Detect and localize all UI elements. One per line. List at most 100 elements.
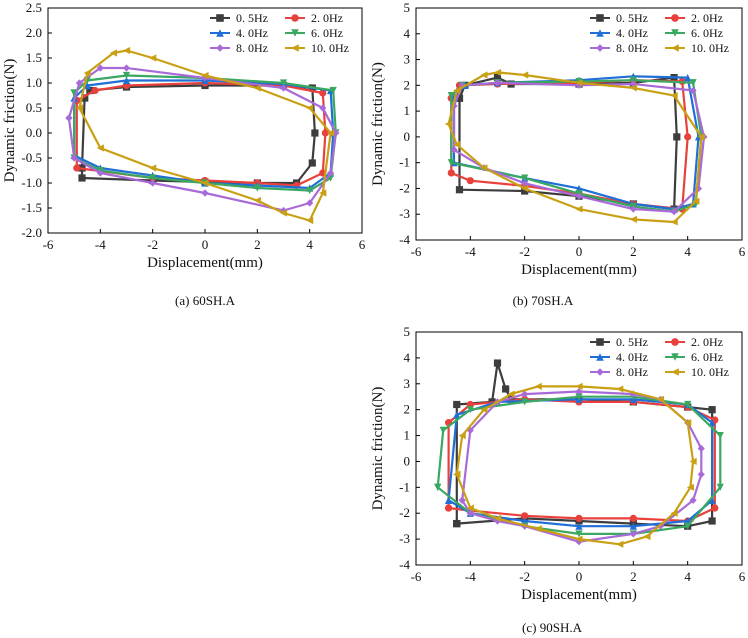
x-axis-label: Displacement(mm) — [521, 587, 637, 603]
y-tick-label: -1 — [399, 479, 410, 494]
data-point — [306, 104, 314, 112]
legend-label: 2. 0Hz — [691, 11, 723, 25]
data-point — [78, 174, 86, 182]
data-point — [455, 186, 464, 194]
data-point — [575, 535, 583, 543]
legend-label: 6. 0Hz — [691, 350, 723, 364]
data-point — [697, 133, 705, 141]
x-axis-label: Displacement(mm) — [521, 262, 637, 278]
data-point — [73, 164, 81, 172]
y-tick-label: -0.5 — [21, 150, 42, 165]
data-point — [575, 393, 583, 401]
y-tick-label: 4 — [404, 26, 411, 41]
data-point — [493, 359, 502, 367]
legend-label: 0. 5Hz — [616, 335, 648, 349]
data-point — [480, 71, 488, 79]
series-line-0 — [80, 84, 316, 185]
data-point — [70, 154, 78, 162]
data-point — [445, 496, 453, 504]
y-tick-label: -3 — [399, 531, 410, 546]
data-point — [684, 133, 692, 141]
data-point — [534, 525, 542, 533]
legend-label: 2. 0Hz — [311, 11, 343, 25]
x-tick-label: 6 — [739, 244, 746, 259]
data-point — [575, 522, 583, 530]
data-point — [575, 530, 583, 538]
series-line-4 — [461, 390, 703, 543]
data-point — [122, 71, 131, 80]
data-point — [201, 189, 209, 197]
data-point — [453, 86, 461, 95]
data-point — [327, 129, 335, 137]
data-point — [697, 470, 705, 478]
x-tick-label: 6 — [739, 569, 746, 584]
series-line-2 — [447, 398, 714, 528]
legend-label: 10. 0Hz — [311, 41, 349, 55]
data-point — [521, 184, 529, 193]
data-point — [673, 133, 681, 141]
y-tick-label: -4 — [399, 232, 410, 247]
series-line-3 — [73, 74, 337, 192]
data-point — [708, 406, 716, 414]
data-point — [575, 387, 583, 396]
legend: 0. 5Hz 2. 0Hz 4. 0Hz 6. 0Hz 8. 0Hz 10. 0Hz — [590, 335, 729, 379]
x-tick-label: 2 — [630, 244, 637, 259]
x-tick-label: -2 — [519, 569, 530, 584]
data-point — [480, 406, 488, 414]
data-point — [458, 81, 466, 89]
series-line-3 — [450, 79, 703, 213]
data-point — [521, 398, 529, 406]
series-line-4 — [67, 66, 337, 212]
data-point — [656, 395, 665, 403]
y-tick-label: 3 — [404, 376, 411, 391]
data-point — [279, 79, 288, 87]
data-point — [91, 86, 99, 95]
y-tick-label: -2 — [399, 180, 410, 195]
data-point — [670, 218, 678, 226]
data-point — [201, 179, 209, 187]
data-point — [670, 208, 678, 216]
data-point — [480, 164, 488, 172]
legend-label: 4. 0Hz — [616, 26, 648, 40]
data-point — [439, 426, 447, 434]
data-point — [493, 68, 502, 77]
legend-marker — [596, 368, 604, 376]
data-point — [670, 509, 678, 517]
data-point — [493, 79, 502, 87]
data-point — [253, 84, 261, 92]
x-tick-label: 2 — [254, 237, 261, 252]
y-axis-label: Dynamic friction(N) — [2, 59, 18, 183]
data-point — [629, 76, 637, 84]
data-point — [319, 104, 327, 112]
data-point — [96, 64, 104, 72]
x-tick-label: 2 — [630, 569, 637, 584]
data-point — [458, 431, 466, 440]
legend-label: 8. 0Hz — [236, 41, 268, 55]
x-tick-label: 0 — [202, 237, 209, 252]
data-point — [83, 81, 91, 90]
data-point — [109, 49, 118, 57]
data-point — [629, 530, 637, 538]
legend-label: 0. 5Hz — [236, 11, 268, 25]
legend-marker — [216, 29, 224, 37]
data-point — [521, 390, 529, 398]
y-tick-label: -2.0 — [21, 225, 42, 240]
data-point — [521, 71, 529, 79]
series-group — [445, 68, 708, 226]
y-tick-label: -1.5 — [21, 200, 42, 215]
y-tick-label: 0.5 — [26, 100, 42, 115]
x-tick-label: -2 — [519, 244, 530, 259]
x-tick-label: -4 — [95, 237, 106, 252]
data-point — [201, 74, 209, 82]
legend-label: 6. 0Hz — [691, 26, 723, 40]
legend-marker — [671, 368, 679, 376]
data-point — [332, 129, 340, 137]
data-point — [697, 444, 705, 453]
legend-marker — [596, 44, 604, 52]
y-tick-label: -1.0 — [21, 175, 42, 190]
y-tick-label: 2 — [404, 77, 411, 92]
data-point — [453, 141, 461, 149]
data-point — [466, 504, 474, 512]
data-point — [616, 385, 624, 393]
data-point — [689, 86, 697, 95]
